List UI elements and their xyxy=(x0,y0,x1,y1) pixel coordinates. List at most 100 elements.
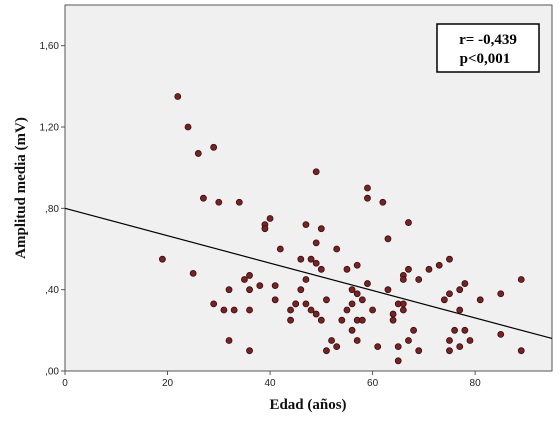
data-point xyxy=(271,296,279,304)
x-tick-label: 60 xyxy=(367,378,379,389)
data-point xyxy=(184,123,192,131)
data-point xyxy=(446,255,453,263)
data-point xyxy=(312,239,320,247)
data-point xyxy=(215,198,223,206)
data-point xyxy=(517,276,525,283)
data-point xyxy=(287,306,294,314)
data-point xyxy=(425,265,433,273)
data-point xyxy=(246,306,253,314)
data-point xyxy=(220,306,228,314)
data-point xyxy=(461,326,469,334)
data-point xyxy=(461,280,469,287)
data-point xyxy=(497,290,505,298)
data-point xyxy=(399,300,407,308)
data-point xyxy=(210,300,218,308)
data-point xyxy=(364,194,371,202)
data-point xyxy=(312,259,320,267)
data-point xyxy=(302,276,310,283)
data-point xyxy=(241,276,248,283)
p-value-text: p<0,001 xyxy=(460,51,511,67)
data-point xyxy=(317,316,325,324)
data-point xyxy=(410,326,417,334)
data-point xyxy=(317,265,325,273)
data-point xyxy=(451,326,459,334)
data-point xyxy=(456,343,464,351)
data-point xyxy=(399,276,407,283)
data-point xyxy=(271,282,279,290)
data-point xyxy=(174,93,182,100)
data-point xyxy=(266,215,274,222)
data-point xyxy=(389,316,397,324)
data-point xyxy=(333,245,341,253)
data-point xyxy=(338,316,346,324)
data-point xyxy=(369,306,376,314)
data-point xyxy=(246,347,253,355)
y-tick-label: ,40 xyxy=(45,285,59,296)
data-point xyxy=(328,337,335,344)
data-point xyxy=(333,343,341,351)
data-point xyxy=(343,265,351,273)
axis-ticks: 0 20 40 60 80 ,00 ,40 ,80 1,20 1,60 xyxy=(40,41,482,389)
data-point xyxy=(158,255,166,263)
data-point xyxy=(312,310,320,318)
data-point xyxy=(230,306,238,314)
data-point xyxy=(307,255,315,263)
data-point xyxy=(358,316,366,324)
data-point xyxy=(399,306,407,314)
data-point xyxy=(389,310,397,318)
data-point xyxy=(384,235,392,243)
data-point xyxy=(189,269,197,277)
data-point xyxy=(323,347,330,355)
data-point xyxy=(317,225,325,233)
data-point xyxy=(415,276,423,283)
data-points xyxy=(158,93,525,365)
data-point xyxy=(405,219,412,226)
data-point xyxy=(348,300,356,308)
data-point xyxy=(256,282,264,290)
data-point xyxy=(394,343,402,351)
data-point xyxy=(517,347,525,355)
data-point xyxy=(292,300,300,308)
data-point xyxy=(343,306,351,314)
data-point xyxy=(364,280,371,287)
correlation-text: r= -0,439 xyxy=(459,32,517,48)
data-point xyxy=(246,272,253,279)
data-point xyxy=(466,337,474,344)
data-point xyxy=(384,286,392,294)
data-point xyxy=(210,143,218,151)
data-point xyxy=(379,198,387,206)
data-point xyxy=(435,261,443,269)
data-point xyxy=(440,296,448,304)
data-point xyxy=(200,194,207,202)
x-tick-label: 20 xyxy=(162,378,174,389)
data-point xyxy=(353,261,361,269)
data-point xyxy=(287,316,294,324)
data-point xyxy=(476,296,484,304)
data-point xyxy=(446,347,453,355)
data-point xyxy=(446,337,453,344)
data-point xyxy=(348,286,356,294)
data-point xyxy=(323,296,330,304)
data-point xyxy=(405,337,412,344)
data-point xyxy=(235,198,243,206)
data-point xyxy=(276,245,284,253)
x-axis-title: Edad (años) xyxy=(269,397,346,413)
data-point xyxy=(307,306,315,314)
data-point xyxy=(353,290,361,298)
data-point xyxy=(358,296,366,304)
data-point xyxy=(405,265,412,273)
data-point xyxy=(261,225,269,233)
data-point xyxy=(364,184,371,192)
x-tick-label: 40 xyxy=(264,378,276,389)
y-tick-label: ,80 xyxy=(45,204,59,215)
y-tick-label: ,00 xyxy=(45,367,59,378)
data-point xyxy=(297,255,305,263)
x-tick-label: 0 xyxy=(62,378,68,389)
data-point xyxy=(225,337,233,344)
data-point xyxy=(194,150,202,157)
data-point xyxy=(456,286,464,294)
data-point xyxy=(246,286,253,294)
data-point xyxy=(312,168,320,176)
data-point xyxy=(348,326,356,334)
